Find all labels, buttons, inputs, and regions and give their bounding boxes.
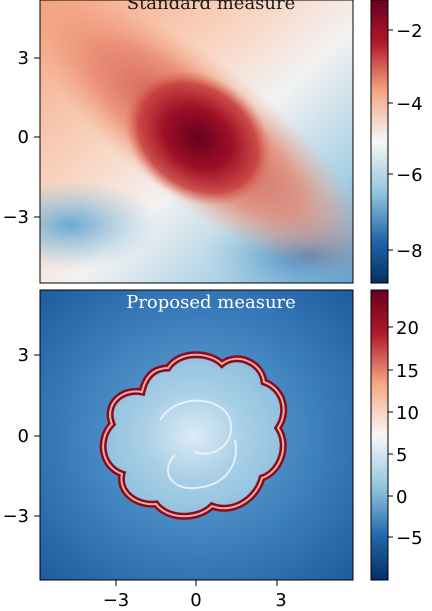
top-cbar-tick-label: −2: [396, 21, 423, 42]
bottom-xtick-label: 3: [275, 590, 286, 611]
top-colorbar-bar: [370, 0, 389, 284]
top-ytick-label: −3: [2, 207, 29, 228]
bottom-colorbar: 20 15 10 5 0 −5: [370, 289, 423, 581]
top-ytick-label: 0: [18, 127, 29, 148]
top-heatmap: [40, 0, 353, 283]
bottom-xtick-label: −3: [103, 590, 130, 611]
bottom-cbar-tick-label: 5: [396, 445, 407, 466]
bottom-x-axis: −3 0 3: [103, 580, 287, 611]
top-colorbar: −2 −4 −6 −8: [370, 0, 423, 284]
top-panel-frame: [39, 0, 354, 284]
top-panel-title: Standard measure: [127, 0, 296, 14]
bottom-cbar-tick-label: 15: [396, 361, 419, 382]
top-cbar-tick-label: −8: [396, 241, 423, 262]
bottom-ytick-label: 0: [18, 426, 29, 447]
bottom-colorbar-bar: [370, 289, 389, 581]
bottom-ytick-label: −3: [2, 506, 29, 527]
bottom-heatmap: [40, 290, 353, 580]
top-cbar-tick-label: −4: [396, 94, 423, 115]
bottom-y-axis: 3 0 −3: [2, 345, 40, 527]
top-cbar-tick-label: −6: [396, 165, 423, 186]
bottom-cbar-tick-label: −5: [396, 528, 423, 549]
bottom-cbar-tick-label: 10: [396, 403, 419, 424]
bottom-panel-title: Proposed measure: [126, 292, 296, 313]
bottom-xtick-label: 0: [190, 590, 201, 611]
bottom-cbar-tick-label: 0: [396, 487, 407, 508]
bottom-cbar-tick-label: 20: [396, 318, 419, 339]
top-ytick-label: 3: [18, 48, 29, 69]
bottom-ytick-label: 3: [18, 345, 29, 366]
top-y-axis: 3 0 −3: [2, 48, 40, 228]
